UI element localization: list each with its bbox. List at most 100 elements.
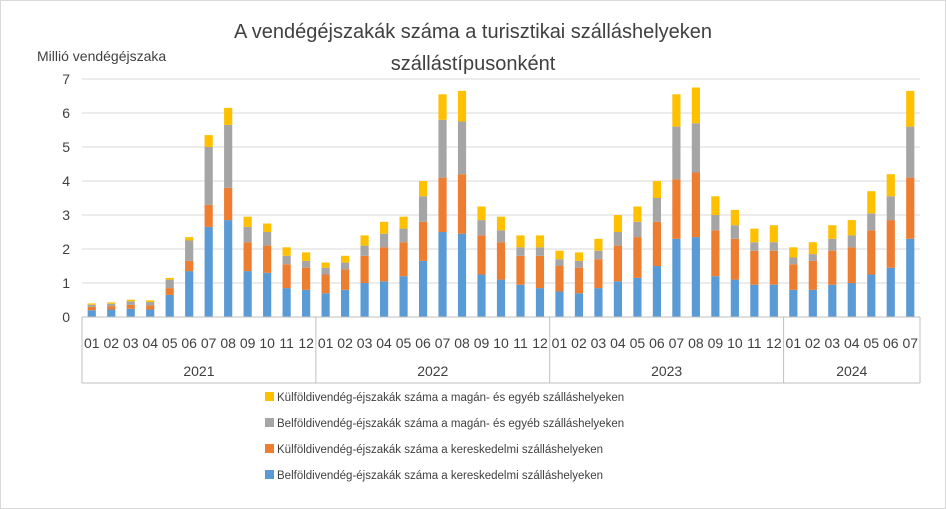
bar-segment	[496, 279, 506, 317]
bar-segment	[477, 220, 486, 236]
bar-segment	[613, 281, 623, 317]
bar-segment	[516, 284, 525, 317]
bar-segment	[165, 279, 174, 289]
bar-segment	[496, 230, 506, 243]
y-tick-label: 7	[62, 71, 70, 87]
bar-segment	[146, 300, 155, 303]
legend-label: Külföldivendég-éjszakák száma a magán- é…	[277, 392, 624, 404]
bar-segment	[282, 288, 291, 317]
bar-segment	[418, 181, 428, 197]
bar-segment	[399, 228, 408, 243]
bar-segment	[652, 266, 661, 317]
month-tick-label: 03	[825, 335, 841, 351]
bar-segment	[769, 225, 778, 243]
bar-segment	[691, 172, 700, 238]
bar-segment	[886, 174, 895, 197]
bar-segment	[185, 240, 194, 261]
bar-segment	[107, 303, 116, 307]
bar-segment	[379, 221, 389, 234]
bar-segment	[613, 232, 623, 246]
bar-segment	[906, 177, 915, 239]
bar-segment	[847, 220, 856, 236]
bar-segment	[243, 271, 252, 317]
month-tick-label: 10	[727, 335, 743, 351]
bar-segment	[126, 301, 135, 305]
month-tick-label: 12	[298, 335, 314, 351]
bar-segment	[438, 232, 447, 317]
bar-segment	[87, 304, 96, 307]
bar-segment	[399, 276, 408, 317]
bar-segment	[769, 250, 778, 285]
bar-segment	[165, 277, 174, 280]
month-tick-label: 04	[376, 335, 392, 351]
bar-segment	[438, 177, 447, 232]
bar-segment	[730, 209, 739, 226]
month-tick-label: 02	[337, 335, 353, 351]
month-tick-label: 10	[493, 335, 509, 351]
bar-segment	[769, 284, 778, 317]
bar-segment	[243, 216, 252, 227]
year-group-label: 2022	[417, 363, 448, 379]
bar-segment	[496, 216, 506, 231]
bar-segment	[516, 235, 525, 248]
bar-segment	[321, 267, 330, 275]
bar-segment	[302, 267, 311, 290]
month-tick-label: 11	[513, 335, 528, 351]
bar-segment	[711, 196, 720, 215]
year-group-label: 2021	[183, 363, 214, 379]
year-group-label: 2023	[651, 363, 682, 379]
bar-segment	[496, 242, 506, 280]
month-tick-label: 05	[630, 335, 646, 351]
bar-segment	[399, 216, 408, 229]
y-tick-label: 2	[62, 241, 70, 257]
bar-segment	[360, 235, 369, 246]
month-tick-label: 12	[766, 335, 782, 351]
bar-segment	[87, 310, 96, 317]
bar-segment	[847, 235, 856, 248]
bars	[87, 87, 915, 317]
bar-segment	[886, 267, 895, 317]
bar-segment	[107, 306, 116, 310]
month-tick-label: 08	[220, 335, 236, 351]
month-tick-label: 08	[688, 335, 704, 351]
bar-segment	[535, 255, 545, 289]
bar-segment	[808, 260, 817, 290]
bar-segment	[516, 255, 525, 285]
bar-segment	[165, 294, 174, 317]
bar-segment	[691, 237, 700, 317]
bar-segment	[224, 220, 233, 317]
bar-segment	[594, 288, 603, 317]
bar-segment	[613, 215, 623, 232]
month-tick-label: 06	[181, 335, 197, 351]
bar-segment	[867, 274, 876, 317]
bar-segment	[750, 284, 759, 317]
legend: Külföldivendég-éjszakák száma a magán- é…	[265, 392, 624, 482]
bar-segment	[652, 181, 661, 198]
legend-label: Belföldivendég-éjszakák száma a magán- é…	[277, 418, 624, 430]
chart-title: A vendégéjszakák száma a turisztikai szá…	[234, 21, 712, 43]
month-tick-label: 09	[240, 335, 256, 351]
month-tick-label: 07	[435, 335, 451, 351]
bar-segment	[282, 255, 291, 265]
bar-segment	[185, 271, 194, 317]
bar-segment	[886, 220, 895, 268]
legend-label: Belföldivendég-éjszakák száma a keresked…	[277, 470, 603, 482]
bar-segment	[87, 303, 96, 305]
month-tick-label: 03	[357, 335, 373, 351]
month-tick-label: 05	[863, 335, 879, 351]
y-tick-label: 4	[62, 173, 70, 189]
bar-segment	[750, 228, 759, 243]
bar-segment	[789, 264, 798, 290]
bar-segment	[224, 107, 233, 125]
bar-segment	[418, 221, 428, 261]
month-tick-label: 09	[708, 335, 724, 351]
bar-segment	[360, 283, 369, 317]
bar-segment	[224, 124, 233, 188]
bar-segment	[321, 274, 330, 294]
bar-segment	[711, 230, 720, 277]
month-tick-label: 01	[552, 335, 568, 351]
y-tick-label: 1	[62, 275, 70, 291]
bar-segment	[789, 257, 798, 265]
bar-segment	[574, 260, 584, 268]
bar-segment	[867, 191, 876, 214]
